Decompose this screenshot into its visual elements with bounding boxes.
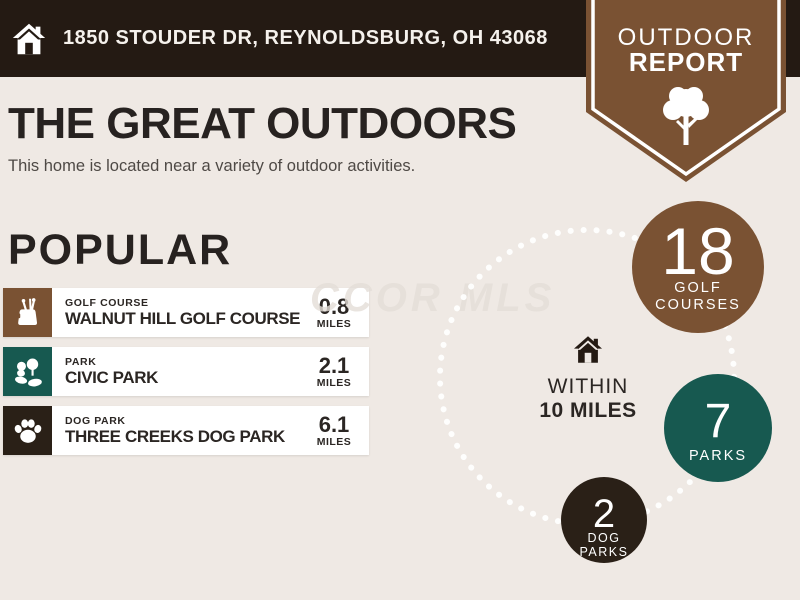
radius-visualization: 18 GOLF COURSES 7 PARKS 2 DOG PARKS: [437, 201, 772, 563]
stat-value: 7: [705, 395, 732, 448]
radius-center-label: WITHIN 10 MILES: [533, 333, 643, 423]
poi-name: CIVIC PARK: [65, 367, 158, 387]
stat-circle-golf-courses: 18 GOLF COURSES: [632, 201, 764, 333]
golf-bag-icon: [3, 288, 52, 337]
radius-label-line1: WITHIN: [547, 375, 629, 398]
poi-name: THREE CREEKS DOG PARK: [65, 426, 285, 446]
poi-distance-unit: MILES: [316, 435, 352, 448]
stat-circle-parks: 7 PARKS: [664, 374, 772, 482]
poi-distance: 6.1: [318, 411, 350, 437]
poi-category: PARK: [65, 355, 97, 368]
stat-label: GOLF: [674, 280, 721, 296]
badge-inner-border: [591, 0, 781, 177]
poi-distance-unit: MILES: [316, 376, 352, 389]
badge-line2: REPORT: [629, 47, 743, 77]
page-title: THE GREAT OUTDOORS: [8, 99, 517, 148]
watermark: CCOR MLS: [310, 276, 556, 320]
poi-row-golf-course: GOLF COURSE WALNUT HILL GOLF COURSE 0.8 …: [3, 288, 369, 337]
park-trees-icon: [3, 347, 52, 396]
poi-category: GOLF COURSE: [65, 296, 149, 309]
home-icon: [573, 336, 603, 363]
stat-value: 18: [661, 214, 734, 288]
home-icon: [12, 23, 46, 54]
stat-label: PARKS: [580, 545, 629, 559]
stat-label: PARKS: [689, 448, 747, 464]
poi-category: DOG PARK: [65, 414, 126, 427]
stat-value: 2: [593, 492, 615, 536]
page-subtitle: This home is located near a variety of o…: [8, 157, 416, 175]
badge-line1: OUTDOOR: [618, 24, 755, 51]
stat-label: DOG: [588, 531, 621, 545]
property-address: 1850 STOUDER DR, REYNOLDSBURG, OH 43068: [63, 27, 548, 49]
poi-distance: 0.8: [318, 293, 350, 319]
paw-icon: [3, 406, 52, 455]
poi-row-dog-park: DOG PARK THREE CREEKS DOG PARK 6.1 MILES: [3, 406, 369, 455]
popular-list: GOLF COURSE WALNUT HILL GOLF COURSE 0.8 …: [3, 288, 369, 465]
outdoor-report-badge: OUTDOOR REPORT: [586, 0, 786, 182]
poi-distance-unit: MILES: [316, 317, 352, 330]
poi-row-park: PARK CIVIC PARK 2.1 MILES: [3, 347, 369, 396]
popular-heading: POPULAR: [8, 226, 233, 274]
poi-distance: 2.1: [318, 352, 350, 378]
poi-name: WALNUT HILL GOLF COURSE: [65, 308, 301, 328]
tree-icon: [663, 87, 709, 145]
radius-label-line2: 10 MILES: [539, 399, 637, 422]
stat-circle-dog-parks: 2 DOG PARKS: [561, 477, 647, 563]
stat-label: COURSES: [655, 297, 741, 313]
